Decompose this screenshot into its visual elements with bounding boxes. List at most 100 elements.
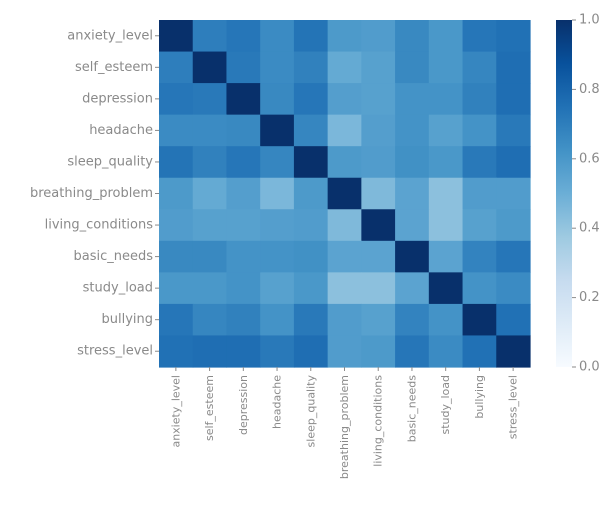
heatmap-cell-study_load-stress_level bbox=[496, 272, 531, 305]
heatmap-cell-headache-sleep_quality bbox=[293, 114, 329, 147]
heatmap-cell-study_load-self_esteem bbox=[192, 272, 228, 305]
heatmap-cell-depression-basic_needs bbox=[395, 83, 430, 116]
heatmap-cell-self_esteem-anxiety_level bbox=[159, 51, 194, 84]
heatmap-cell-headache-study_load bbox=[428, 114, 464, 147]
colorbar-tick-label-0.6: 0.6 bbox=[579, 151, 600, 166]
heatmap-cell-anxiety_level-basic_needs bbox=[395, 20, 430, 53]
heatmap-cell-study_load-basic_needs bbox=[395, 272, 430, 305]
x-tick-label-living_conditions: living_conditions bbox=[372, 375, 385, 467]
y-axis-tick-labels: anxiety_level self_esteem depression headac… bbox=[30, 28, 159, 359]
x-tick-label-depression: depression bbox=[237, 375, 250, 435]
heatmap-cell-stress_level-living_conditions bbox=[361, 335, 396, 368]
heatmap-cell-self_esteem-study_load bbox=[428, 51, 464, 84]
heatmap-cell-sleep_quality-sleep_quality bbox=[293, 146, 329, 179]
x-tick-label-headache: headache bbox=[271, 375, 284, 429]
heatmap-cell-anxiety_level-self_esteem bbox=[192, 20, 228, 53]
heatmap-cell-living_conditions-bullying bbox=[462, 209, 497, 242]
heatmap-cell-sleep_quality-breathing_problem bbox=[327, 146, 362, 179]
x-tick-label-sleep_quality: sleep_quality bbox=[304, 375, 317, 448]
heatmap-cell-breathing_problem-breathing_problem bbox=[327, 177, 362, 210]
heatmap-cell-depression-study_load bbox=[428, 83, 464, 116]
y-tick-label-sleep_quality: sleep_quality bbox=[67, 154, 153, 169]
heatmap-cell-sleep_quality-stress_level bbox=[496, 146, 531, 179]
heatmap-cell-depression-breathing_problem bbox=[327, 83, 362, 116]
heatmap-cell-bullying-self_esteem bbox=[192, 303, 228, 337]
heatmap-cell-bullying-headache bbox=[260, 303, 295, 337]
heatmap-cell-breathing_problem-anxiety_level bbox=[159, 177, 194, 210]
heatmap-cell-depression-self_esteem bbox=[192, 83, 228, 116]
heatmap-cell-depression-bullying bbox=[462, 83, 497, 116]
heatmap-cell-stress_level-study_load bbox=[428, 335, 464, 368]
heatmap-cell-depression-living_conditions bbox=[361, 83, 396, 116]
x-tick-label-anxiety_level: anxiety_level bbox=[169, 375, 182, 448]
heatmap-cell-study_load-breathing_problem bbox=[327, 272, 362, 305]
colorbar-tick-label-0.2: 0.2 bbox=[579, 290, 600, 305]
x-tick-label-basic_needs: basic_needs bbox=[405, 375, 418, 443]
heatmap-cell-living_conditions-depression bbox=[226, 209, 261, 242]
heatmap-cell-headache-bullying bbox=[462, 114, 497, 147]
y-tick-label-anxiety_level: anxiety_level bbox=[67, 28, 153, 43]
y-tick-label-breathing_problem: breathing_problem bbox=[30, 186, 153, 201]
heatmap-cell-bullying-stress_level bbox=[496, 303, 531, 337]
x-tick-label-bullying: bullying bbox=[473, 375, 486, 419]
heatmap-cell-bullying-breathing_problem bbox=[327, 303, 362, 337]
heatmap-cell-living_conditions-study_load bbox=[428, 209, 464, 242]
heatmap-cell-stress_level-self_esteem bbox=[192, 335, 228, 368]
heatmap-cell-self_esteem-bullying bbox=[462, 51, 497, 84]
heatmap-cell-bullying-living_conditions bbox=[361, 303, 396, 337]
y-tick-label-headache: headache bbox=[89, 123, 153, 138]
heatmap-cell-stress_level-depression bbox=[226, 335, 261, 368]
heatmap-cell-sleep_quality-self_esteem bbox=[192, 146, 228, 179]
heatmap-cell-depression-stress_level bbox=[496, 83, 531, 116]
heatmap-cell-basic_needs-basic_needs bbox=[395, 240, 430, 273]
x-tick-label-self_esteem: self_esteem bbox=[203, 375, 216, 441]
heatmap-cell-basic_needs-anxiety_level bbox=[159, 240, 194, 273]
heatmap-cell-sleep_quality-depression bbox=[226, 146, 261, 179]
heatmap-cell-study_load-headache bbox=[260, 272, 295, 305]
x-axis-tick-labels: anxiety_level self_esteem depression headac… bbox=[169, 367, 520, 479]
heatmap-cell-sleep_quality-headache bbox=[260, 146, 295, 179]
heatmap-cell-study_load-depression bbox=[226, 272, 261, 305]
colorbar-ticks: 0.0 0.2 0.4 0.6 0.8 1.0 bbox=[572, 13, 600, 375]
heatmap-cell-depression-sleep_quality bbox=[293, 83, 329, 116]
heatmap-cell-bullying-study_load bbox=[428, 303, 464, 337]
y-tick-label-bullying: bullying bbox=[101, 312, 153, 327]
heatmap-cell-depression-headache bbox=[260, 83, 295, 116]
colorbar-tick-label-1.0: 1.0 bbox=[579, 13, 600, 28]
heatmap-cell-breathing_problem-headache bbox=[260, 177, 295, 210]
y-tick-label-stress_level: stress_level bbox=[77, 344, 153, 359]
heatmap-cell-study_load-living_conditions bbox=[361, 272, 396, 305]
heatmap-cell-breathing_problem-stress_level bbox=[496, 177, 531, 210]
heatmap-cell-anxiety_level-bullying bbox=[462, 20, 497, 53]
heatmap-cell-depression-depression bbox=[226, 83, 261, 116]
heatmap-cell-basic_needs-study_load bbox=[428, 240, 464, 273]
heatmap-cell-breathing_problem-self_esteem bbox=[192, 177, 228, 210]
heatmap-cell-basic_needs-stress_level bbox=[496, 240, 531, 273]
heatmap-cell-living_conditions-living_conditions bbox=[361, 209, 396, 242]
heatmap-cell-headache-stress_level bbox=[496, 114, 531, 147]
y-tick-label-basic_needs: basic_needs bbox=[73, 249, 153, 264]
heatmap-cell-sleep_quality-study_load bbox=[428, 146, 464, 179]
heatmap-cell-bullying-sleep_quality bbox=[293, 303, 329, 337]
colorbar-tick-label-0.4: 0.4 bbox=[579, 221, 600, 236]
heatmap-cell-basic_needs-sleep_quality bbox=[293, 240, 329, 273]
colorbar-tick-label-0.0: 0.0 bbox=[579, 360, 600, 375]
y-tick-label-living_conditions: living_conditions bbox=[45, 218, 154, 233]
heatmap-cell-breathing_problem-sleep_quality bbox=[293, 177, 329, 210]
heatmap-cell-living_conditions-headache bbox=[260, 209, 295, 242]
heatmap-cell-breathing_problem-bullying bbox=[462, 177, 497, 210]
heatmap-cell-study_load-sleep_quality bbox=[293, 272, 329, 305]
heatmap-cell-breathing_problem-depression bbox=[226, 177, 261, 210]
heatmap-cell-anxiety_level-breathing_problem bbox=[327, 20, 362, 53]
heatmap-cell-anxiety_level-study_load bbox=[428, 20, 464, 53]
heatmap-cell-living_conditions-breathing_problem bbox=[327, 209, 362, 242]
heatmap-cell-headache-basic_needs bbox=[395, 114, 430, 147]
heatmap-cell-basic_needs-breathing_problem bbox=[327, 240, 362, 273]
heatmap-cell-study_load-bullying bbox=[462, 272, 497, 305]
heatmap-cell-sleep_quality-basic_needs bbox=[395, 146, 430, 179]
y-tick-label-depression: depression bbox=[82, 91, 153, 106]
heatmap-cell-anxiety_level-living_conditions bbox=[361, 20, 396, 53]
heatmap-cell-breathing_problem-basic_needs bbox=[395, 177, 430, 210]
heatmap-cell-stress_level-headache bbox=[260, 335, 295, 368]
heatmap-cell-self_esteem-sleep_quality bbox=[293, 51, 329, 84]
